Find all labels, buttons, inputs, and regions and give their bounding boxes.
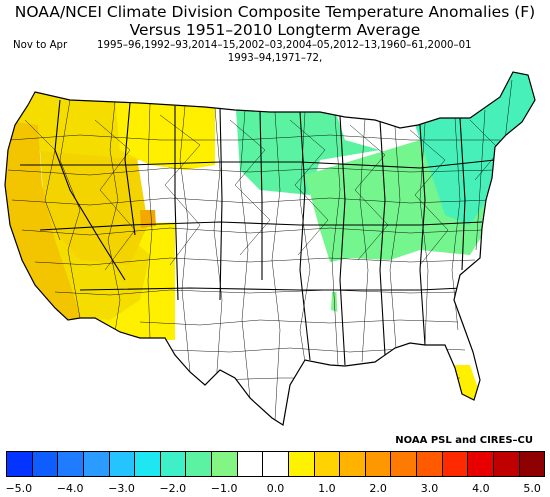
color-legend-ticks: −5.0 −4.0 −3.0 −2.0 −1.0 0.0 1.0 2.0 3.0 4.0 5.0	[0, 482, 550, 496]
legend-swatch	[58, 452, 84, 476]
legend-swatch	[186, 452, 212, 476]
legend-tick-label: −3.0	[108, 482, 135, 495]
legend-swatch	[442, 452, 469, 476]
legend-swatch	[263, 452, 289, 476]
legend-swatch	[7, 452, 33, 476]
legend-swatch	[212, 452, 238, 476]
legend-swatch	[83, 452, 110, 476]
legend-tick-label: −2.0	[159, 482, 187, 495]
legend-swatch	[237, 452, 264, 476]
map-title-line2: Versus 1951–2010 Longterm Average	[129, 21, 421, 39]
legend-tick-label: 5.0	[523, 482, 541, 495]
legend-swatch	[391, 452, 417, 476]
legend-swatch	[417, 452, 443, 476]
legend-tick-label: −1.0	[210, 482, 238, 495]
color-legend-bar	[6, 451, 545, 477]
legend-tick-label: −5.0	[5, 482, 33, 495]
legend-swatch	[468, 452, 494, 476]
legend-tick-label: 3.0	[420, 482, 439, 495]
legend-tick-label: 4.0	[472, 482, 490, 495]
years-list-line1: 1995–96,1992–93,2014–15,2002–03,2004–05,…	[97, 40, 472, 51]
legend-tick-label: 0.0	[266, 482, 285, 495]
us-climate-division-map	[4, 71, 536, 426]
legend-swatch	[288, 452, 315, 476]
credit-label: NOAA PSL and CIRES–CU	[395, 435, 533, 446]
region-great-plains-south	[175, 210, 330, 425]
state-borders	[20, 99, 496, 366]
us-outline	[4, 71, 536, 426]
region-colorado-hotspot	[140, 210, 156, 228]
legend-swatch	[135, 452, 161, 476]
region-southeast	[335, 258, 478, 368]
legend-swatch	[493, 452, 520, 476]
region-upper-midwest	[235, 95, 380, 195]
legend-swatch	[109, 452, 136, 476]
climate-division-lines	[7, 79, 513, 421]
legend-tick-label: −4.0	[56, 482, 84, 495]
years-list-line2: 1993–94,1971–72,	[227, 53, 323, 64]
season-label: Nov to Apr	[13, 40, 68, 51]
legend-swatch	[519, 452, 545, 476]
legend-tick-label: 2.0	[369, 482, 387, 495]
region-great-basin	[40, 145, 148, 265]
legend-swatch	[314, 452, 341, 476]
legend-tick-label: 1.0	[318, 482, 336, 495]
legend-swatch	[32, 452, 59, 476]
map-title-line1: NOAA/NCEI Climate Division Composite Tem…	[14, 3, 536, 21]
legend-swatch	[365, 452, 392, 476]
legend-swatch	[340, 452, 366, 476]
legend-swatch	[160, 452, 187, 476]
region-montana-wyoming	[115, 98, 215, 170]
